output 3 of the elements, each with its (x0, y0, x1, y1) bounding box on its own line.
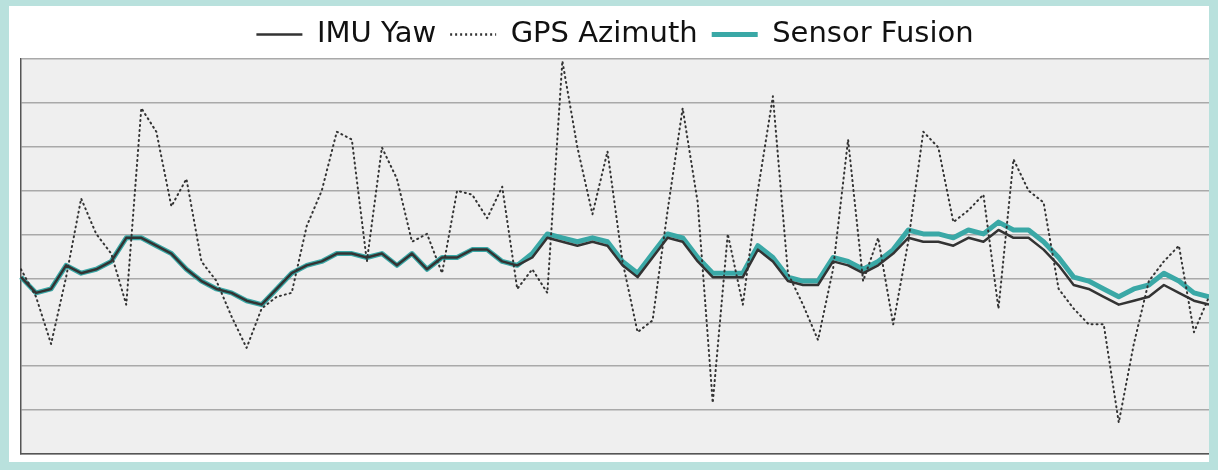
legend-label: Sensor Fusion (772, 15, 974, 50)
legend-label: GPS Azimuth (510, 15, 698, 50)
legend-label: IMU Yaw (316, 15, 437, 50)
